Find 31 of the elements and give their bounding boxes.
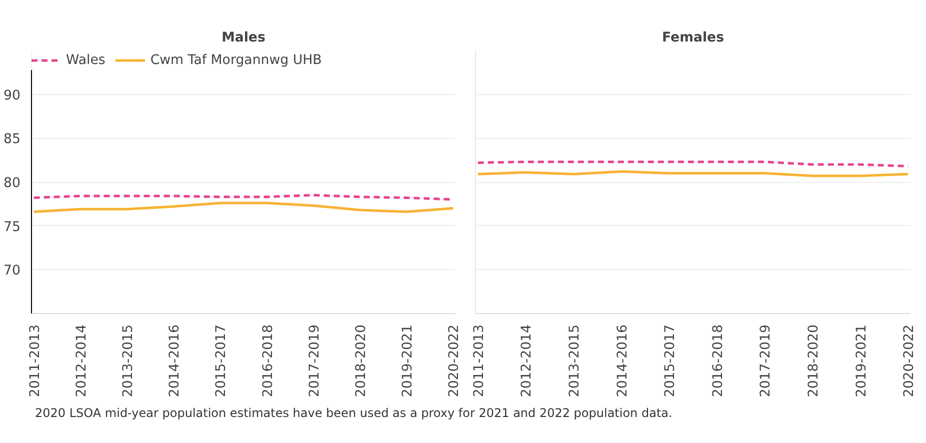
legend-label: Cwm Taf Morgannwg UHB	[150, 52, 322, 68]
x-tick-label: 2011-2013	[472, 324, 487, 398]
line-series	[32, 202, 454, 214]
chart-title: Males	[222, 30, 266, 46]
x-tick-label: 2011-2013	[28, 324, 43, 398]
x-tick-label: 2015-2017	[214, 324, 230, 398]
y-tick-label: 90	[4, 88, 21, 104]
chart-title: Females	[662, 30, 724, 46]
y-tick-label: 85	[4, 132, 21, 148]
x-tick-label: 2019-2021	[400, 324, 416, 398]
x-tick-label: 2018-2020	[354, 324, 369, 398]
x-tick-label: 2018-2020	[806, 324, 822, 398]
x-tick-label: 2013-2015	[121, 324, 136, 398]
x-tick-label: 2013-2015	[567, 324, 582, 398]
x-tick-label: 2020-2022	[447, 324, 462, 398]
x-tick-label: 2014-2016	[168, 324, 183, 398]
text: 2020 LSOA mid-year population estimates have been used as a proxy for 2021 and 2022 population data.	[35, 405, 672, 422]
x-tick-label: 2017-2019	[758, 324, 774, 398]
x-tick-label: 2015-2017	[663, 324, 678, 398]
x-tick-label: 2012-2014	[74, 324, 90, 398]
x-tick-label: 2014-2016	[615, 324, 630, 398]
y-tick-label: 75	[4, 220, 21, 235]
y-tick-label: 70	[4, 264, 21, 279]
legend-label: Wales	[66, 52, 106, 68]
y-tick-label: 80	[4, 176, 21, 191]
x-tick-label: 2020-2022	[902, 324, 918, 398]
x-tick-label: 2016-2018	[710, 324, 726, 398]
x-tick-label: 2016-2018	[260, 324, 276, 398]
x-tick-label: 2012-2014	[520, 324, 535, 398]
x-tick-label: 2019-2021	[854, 324, 870, 398]
x-tick-label: 2017-2019	[307, 324, 322, 398]
